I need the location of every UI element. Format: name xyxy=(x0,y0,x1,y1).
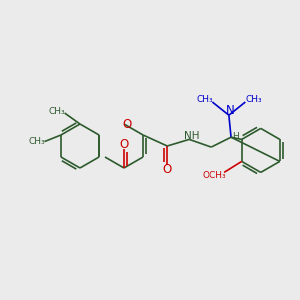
Text: CH₃: CH₃ xyxy=(245,95,262,104)
Text: O: O xyxy=(122,118,132,130)
Text: CH₃: CH₃ xyxy=(48,106,65,116)
Text: CH₃: CH₃ xyxy=(28,137,45,146)
Text: CH₃: CH₃ xyxy=(196,95,213,104)
Text: O: O xyxy=(119,138,129,151)
Text: OCH₃: OCH₃ xyxy=(202,171,226,180)
Text: N: N xyxy=(226,104,234,117)
Text: O: O xyxy=(163,163,172,176)
Text: H: H xyxy=(232,132,238,141)
Text: NH: NH xyxy=(184,131,199,141)
